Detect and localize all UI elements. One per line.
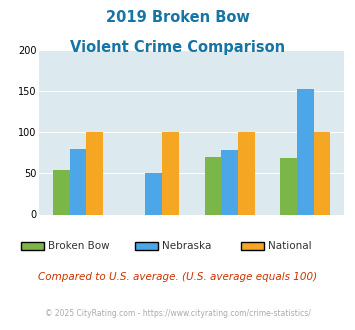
Text: Broken Bow: Broken Bow [48,241,110,251]
FancyBboxPatch shape [21,242,44,250]
Text: National: National [268,241,312,251]
Bar [204,157,221,214]
Bar [238,132,255,214]
Bar [86,132,103,214]
Bar [221,150,238,214]
Text: Compared to U.S. average. (U.S. average equals 100): Compared to U.S. average. (U.S. average … [38,272,317,282]
Bar [146,173,162,214]
Bar [70,148,86,214]
Bar [280,158,297,215]
Bar [314,132,331,214]
Text: © 2025 CityRating.com - https://www.cityrating.com/crime-statistics/: © 2025 CityRating.com - https://www.city… [45,309,310,317]
Text: 2019 Broken Bow: 2019 Broken Bow [105,10,250,25]
Bar [162,132,179,214]
FancyBboxPatch shape [241,242,264,250]
Bar [297,89,314,214]
Bar [53,170,70,215]
Text: Violent Crime Comparison: Violent Crime Comparison [70,40,285,54]
FancyBboxPatch shape [135,242,158,250]
Text: Nebraska: Nebraska [162,241,211,251]
